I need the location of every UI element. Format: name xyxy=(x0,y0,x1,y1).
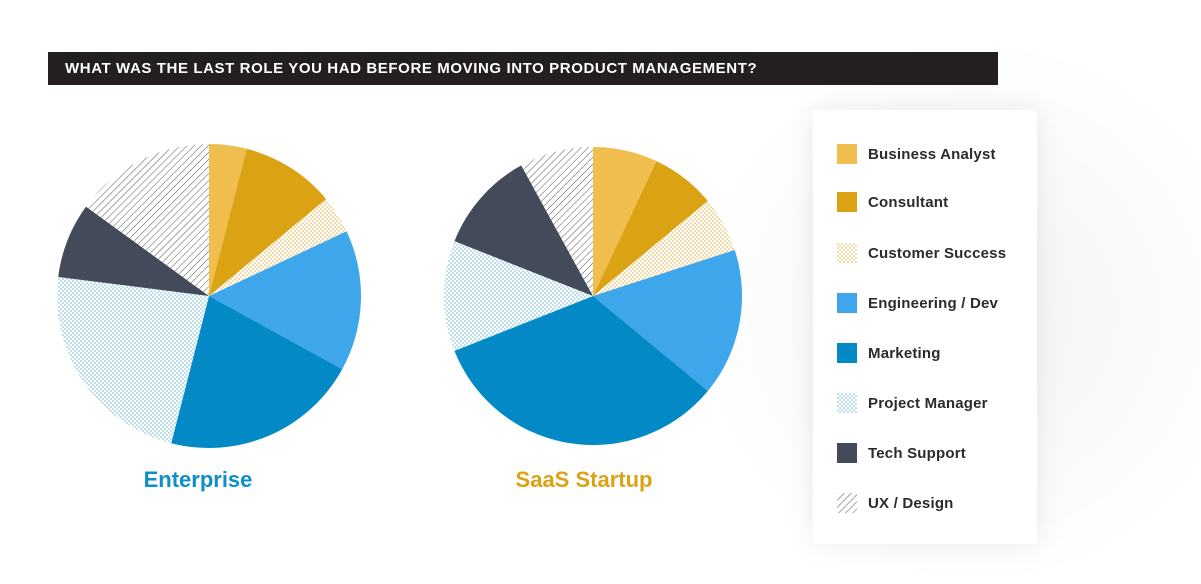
project-manager-swatch-icon xyxy=(837,393,857,413)
tech-support-swatch-icon xyxy=(837,443,857,463)
pie-slice-engineering-dev xyxy=(209,231,361,370)
pie-slice-customer-success xyxy=(593,201,735,296)
marketing-swatch-icon xyxy=(837,343,857,363)
legend-item-customer-success: Customer Success xyxy=(837,243,1006,263)
pie-slice-project-manager xyxy=(57,276,210,444)
pie-slice-tech-support xyxy=(454,165,593,296)
engineering-dev-swatch-icon xyxy=(837,293,857,313)
legend-item-consultant: Consultant xyxy=(837,192,948,212)
legend: Business Analyst Consultant Customer Suc… xyxy=(813,110,1037,544)
business-analyst-swatch-icon xyxy=(837,144,857,164)
enterprise-label: Enterprise xyxy=(143,467,253,492)
ux-design-swatch-icon xyxy=(837,493,857,513)
pie-slice-ux-design xyxy=(521,147,593,296)
legend-label: Marketing xyxy=(868,344,941,362)
pie-slice-project-manager xyxy=(443,241,593,351)
legend-item-ux-design: UX / Design xyxy=(837,493,954,513)
legend-label: Consultant xyxy=(868,193,949,211)
pie-slice-marketing xyxy=(454,296,708,446)
pie-slice-ux-design xyxy=(86,144,209,296)
pie-slice-marketing xyxy=(171,296,343,448)
pie-slice-business-analyst xyxy=(593,147,657,296)
pie-slice-tech-support xyxy=(58,206,210,296)
pie-slice-customer-success xyxy=(209,199,347,296)
pie-slice-business-analyst xyxy=(209,144,247,296)
legend-label: Business Analyst xyxy=(868,145,996,163)
customer-success-swatch-icon xyxy=(837,243,857,263)
legend-label: UX / Design xyxy=(868,494,954,512)
pie-slice-consultant xyxy=(593,161,708,296)
legend-item-engineering-dev: Engineering / Dev xyxy=(837,293,998,313)
pie-slice-consultant xyxy=(209,148,327,296)
legend-label: Project Manager xyxy=(868,394,988,412)
legend-label: Customer Success xyxy=(868,244,1007,262)
legend-label: Tech Support xyxy=(868,444,966,462)
saas-startup-pie xyxy=(443,147,743,446)
legend-item-marketing: Marketing xyxy=(837,343,941,363)
legend-label: Engineering / Dev xyxy=(868,294,999,312)
chart-title: WHAT WAS THE LAST ROLE YOU HAD BEFORE MO… xyxy=(48,52,998,85)
legend-item-project-manager: Project Manager xyxy=(837,393,988,413)
legend-item-tech-support: Tech Support xyxy=(837,443,966,463)
pie-slice-engineering-dev xyxy=(593,249,743,391)
saas-startup-label: SaaS Startup xyxy=(515,467,653,492)
enterprise-pie xyxy=(57,144,361,448)
consultant-swatch-icon xyxy=(837,192,857,212)
legend-item-business-analyst: Business Analyst xyxy=(837,144,996,164)
